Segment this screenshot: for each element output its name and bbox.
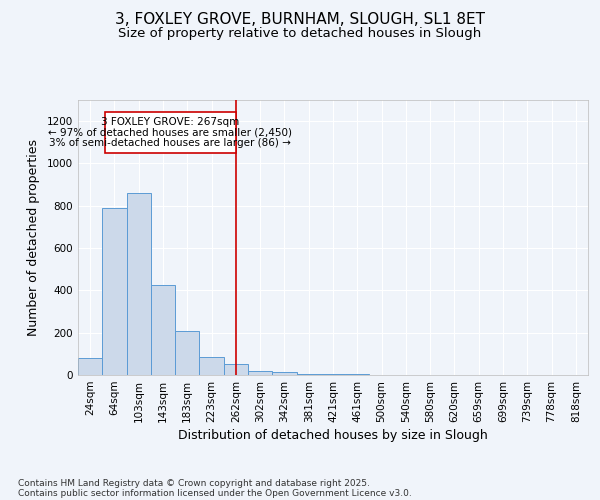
Text: 3% of semi-detached houses are larger (86) →: 3% of semi-detached houses are larger (8…: [49, 138, 291, 148]
Y-axis label: Number of detached properties: Number of detached properties: [27, 139, 40, 336]
Bar: [175, 330, 199, 375]
FancyBboxPatch shape: [105, 112, 236, 153]
Bar: [248, 371, 272, 375]
X-axis label: Distribution of detached houses by size in Slough: Distribution of detached houses by size …: [178, 429, 488, 442]
Bar: [345, 374, 370, 375]
Text: 3, FOXLEY GROVE, BURNHAM, SLOUGH, SL1 8ET: 3, FOXLEY GROVE, BURNHAM, SLOUGH, SL1 8E…: [115, 12, 485, 28]
Bar: [199, 357, 224, 375]
Text: ← 97% of detached houses are smaller (2,450): ← 97% of detached houses are smaller (2,…: [48, 128, 292, 138]
Text: Contains HM Land Registry data © Crown copyright and database right 2025.: Contains HM Land Registry data © Crown c…: [18, 478, 370, 488]
Bar: [127, 193, 151, 375]
Text: Contains public sector information licensed under the Open Government Licence v3: Contains public sector information licen…: [18, 488, 412, 498]
Bar: [151, 285, 175, 375]
Bar: [296, 374, 321, 375]
Bar: [78, 358, 102, 375]
Bar: [321, 374, 345, 375]
Bar: [102, 208, 127, 375]
Bar: [224, 364, 248, 375]
Text: Size of property relative to detached houses in Slough: Size of property relative to detached ho…: [118, 28, 482, 40]
Text: 3 FOXLEY GROVE: 267sqm: 3 FOXLEY GROVE: 267sqm: [101, 117, 239, 127]
Bar: [272, 372, 296, 375]
